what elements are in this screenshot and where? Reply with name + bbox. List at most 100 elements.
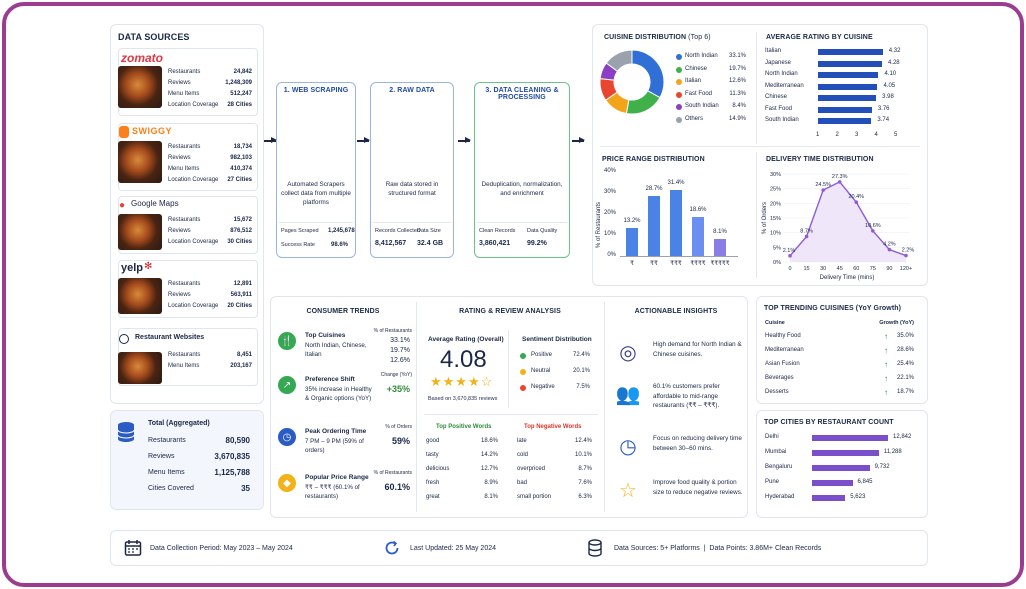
donut-slice <box>605 49 633 73</box>
yelp-burst-icon: ✻ <box>144 261 153 272</box>
city-label: Pune <box>765 479 780 485</box>
divider <box>424 414 598 415</box>
bar-value-label: 8.1% <box>713 228 727 235</box>
rating-bar-label: Mediterranean <box>765 82 804 89</box>
footer-sources: Data Sources: 5+ Platforms | Data Points… <box>614 545 822 552</box>
pipeline-stat-label: Success Rate <box>281 242 315 248</box>
data-point <box>821 188 825 192</box>
legend-dot <box>676 66 682 73</box>
word-value: 10.1% <box>574 452 592 458</box>
y-axis-tick: 20% <box>770 201 781 207</box>
rating-bar-label: Chinese <box>765 94 788 100</box>
x-axis-tick: 75 <box>870 266 876 272</box>
x-axis-tick: 0 <box>788 266 791 272</box>
x-axis-tick: 45 <box>837 266 843 272</box>
word-label: small portion <box>517 494 552 500</box>
pipeline-stat-value: 1,245,678 <box>328 228 355 234</box>
price-bar <box>714 238 726 256</box>
trending-title: TOP TRENDING CUISINES (YoY Growth) <box>764 305 902 312</box>
total-stat-label: Reviews <box>148 453 175 460</box>
map-pin-icon: ● <box>119 200 126 211</box>
rating-bar <box>818 49 883 55</box>
city-bar <box>812 450 879 456</box>
pipeline-step[interactable] <box>276 82 356 258</box>
rating-bar-value: 4.28 <box>887 59 900 66</box>
rating-bar-value: 3.74 <box>877 117 890 123</box>
source-stat-label: Location Coverage <box>168 303 219 309</box>
legend-value: 14.9% <box>728 115 746 122</box>
y-axis-tick: 10% <box>770 231 781 237</box>
cuisine-donut-chart <box>599 49 665 115</box>
source-stat-label: Restaurants <box>168 217 201 223</box>
insight-text: High demand for North Indian & Chinese c… <box>653 341 742 358</box>
legend-value: 11.3% <box>729 90 746 97</box>
trending-growth: 25.4% <box>896 361 914 367</box>
users-icon: 👥 <box>615 383 641 406</box>
word-label: overpriced <box>517 466 546 472</box>
y-axis-tick: 30% <box>770 172 781 178</box>
analysis-panel <box>270 296 748 518</box>
legend-label: Fast Food <box>685 90 713 97</box>
trend-desc: 35% increase in Healthy & Organic option… <box>305 386 372 402</box>
sentiment-label: Neutral <box>531 368 551 374</box>
word-label: bad <box>517 480 528 486</box>
axis-tick: 5 <box>894 132 898 138</box>
pipeline-stat-value: 98.6% <box>331 242 349 248</box>
legend-dot <box>676 79 682 85</box>
total-stat-label: Cities Covered <box>148 485 194 492</box>
source-stat-value: 30 Cities <box>227 239 252 245</box>
data-label: 24.5% <box>815 182 831 188</box>
word-label: great <box>426 494 440 500</box>
source-logo: Restaurant Websites <box>135 334 205 341</box>
trend-desc: 7 PM – 9 PM (59% of orders) <box>305 438 364 454</box>
source-stat-label: Menu Items <box>168 363 200 369</box>
actionable-insights-title: ACTIONABLE INSIGHTS <box>634 308 718 315</box>
word-value: 7.6% <box>578 480 592 486</box>
trending-growth: 22.1% <box>896 375 914 381</box>
x-axis-tick: ₹₹₹ <box>670 261 682 267</box>
food-image <box>118 141 162 183</box>
pipeline-stat-value: 8,412,567 <box>375 240 407 247</box>
food-image <box>118 278 162 314</box>
col-header: Growth (YoY) <box>879 320 914 326</box>
total-stat-value: 3,670,835 <box>214 452 250 461</box>
data-label: 10.6% <box>865 223 881 229</box>
source-stat-value: 410,374 <box>230 166 252 172</box>
city-label: Delhi <box>765 434 779 440</box>
pipeline-step[interactable] <box>474 82 570 258</box>
legend-value: 19.7% <box>728 65 746 72</box>
source-stat-value: 18,734 <box>233 144 252 150</box>
total-stat-value: 35 <box>241 484 250 493</box>
word-label: fresh <box>426 480 440 486</box>
axis-tick: 3 <box>855 132 859 138</box>
source-stat-value: 203,167 <box>230 363 252 369</box>
axis-tick: 1 <box>816 132 820 138</box>
source-stat-value: 8,451 <box>236 352 252 358</box>
pipeline-stat-value: 3,860,421 <box>479 240 511 247</box>
word-value: 14.2% <box>480 452 498 458</box>
pipeline-stat-label: Clean Records <box>479 228 516 234</box>
bar-value-label: 18.6% <box>689 206 707 213</box>
x-axis-tick: ₹₹₹₹₹ <box>710 261 730 267</box>
rating-bar <box>818 72 879 78</box>
trend-col-header: Change (YoY) <box>380 372 412 378</box>
top-cities-title: TOP CITIES BY RESTAURANT COUNT <box>764 419 894 426</box>
trend-value: 19.7% <box>390 347 410 354</box>
word-label: good <box>426 438 440 444</box>
word-value: 8.9% <box>484 480 498 486</box>
divider <box>756 32 757 144</box>
sentiment-label: Positive <box>531 352 553 358</box>
x-axis-tick: ₹ <box>630 261 634 267</box>
pipeline-step[interactable] <box>370 82 454 258</box>
word-label: late <box>517 438 527 444</box>
rating-bar-value: 4.10 <box>884 71 897 77</box>
data-point <box>904 253 908 258</box>
word-value: 6.3% <box>578 494 592 500</box>
pipeline-stat-value: 32.4 GB <box>417 240 444 247</box>
data-label: 4.2% <box>883 242 896 248</box>
price-bar <box>626 228 638 256</box>
city-bar <box>812 480 853 486</box>
food-image <box>118 66 162 108</box>
y-axis-tick: 10% <box>603 231 616 237</box>
footer-bar <box>110 530 928 566</box>
